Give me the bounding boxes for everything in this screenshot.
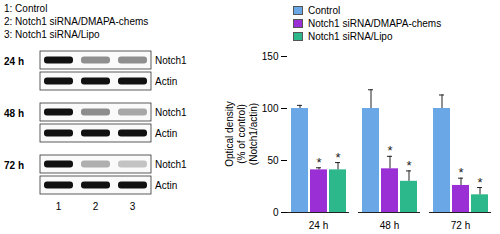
svg-text:24 h: 24 h [309, 220, 328, 231]
svg-text:Optical density: Optical density [224, 101, 235, 167]
svg-text:Notch1: Notch1 [155, 159, 187, 170]
svg-text:48 h: 48 h [380, 220, 399, 231]
svg-text:*: * [335, 150, 340, 165]
svg-text:Notch1: Notch1 [155, 55, 187, 66]
svg-text:*: * [406, 158, 411, 173]
svg-text:Actin: Actin [155, 128, 177, 139]
svg-text:Notch1: Notch1 [155, 107, 187, 118]
svg-text:*: * [387, 143, 392, 158]
html-text:Notch1 siRNA/DMAPA-chems: Notch1 siRNA/DMAPA-chems [308, 18, 442, 29]
svg-text:Actin: Actin [155, 76, 177, 87]
svg-text:*: * [316, 155, 321, 170]
html-text:Notch1 siRNA/Lipo: Notch1 siRNA/Lipo [308, 31, 393, 42]
svg-text:0: 0 [273, 207, 279, 218]
svg-text:3: Notch1 siRNA/Lipo: 3: Notch1 siRNA/Lipo [4, 29, 100, 40]
svg-text:24 h: 24 h [4, 56, 24, 67]
svg-text:Actin: Actin [155, 180, 177, 191]
svg-text:(Notch1/actin): (Notch1/actin) [248, 103, 259, 165]
svg-text:50: 50 [267, 155, 279, 166]
svg-text:72 h: 72 h [4, 160, 24, 171]
svg-text:3: 3 [130, 201, 136, 212]
svg-text:100: 100 [262, 103, 279, 114]
svg-text:2: Notch1 siRNA/DMAPA-chems: 2: Notch1 siRNA/DMAPA-chems [4, 16, 148, 27]
svg-text:(% of control): (% of control) [236, 104, 247, 163]
svg-text:*: * [477, 175, 482, 190]
svg-text:48 h: 48 h [4, 108, 24, 119]
svg-text:72 h: 72 h [451, 220, 470, 231]
svg-text:1: Control: 1: Control [4, 3, 47, 14]
svg-text:2: 2 [93, 201, 99, 212]
svg-text:*: * [458, 165, 463, 180]
svg-text:1: 1 [56, 201, 62, 212]
html-text:Control: Control [308, 5, 341, 16]
svg-text:150: 150 [262, 51, 279, 62]
